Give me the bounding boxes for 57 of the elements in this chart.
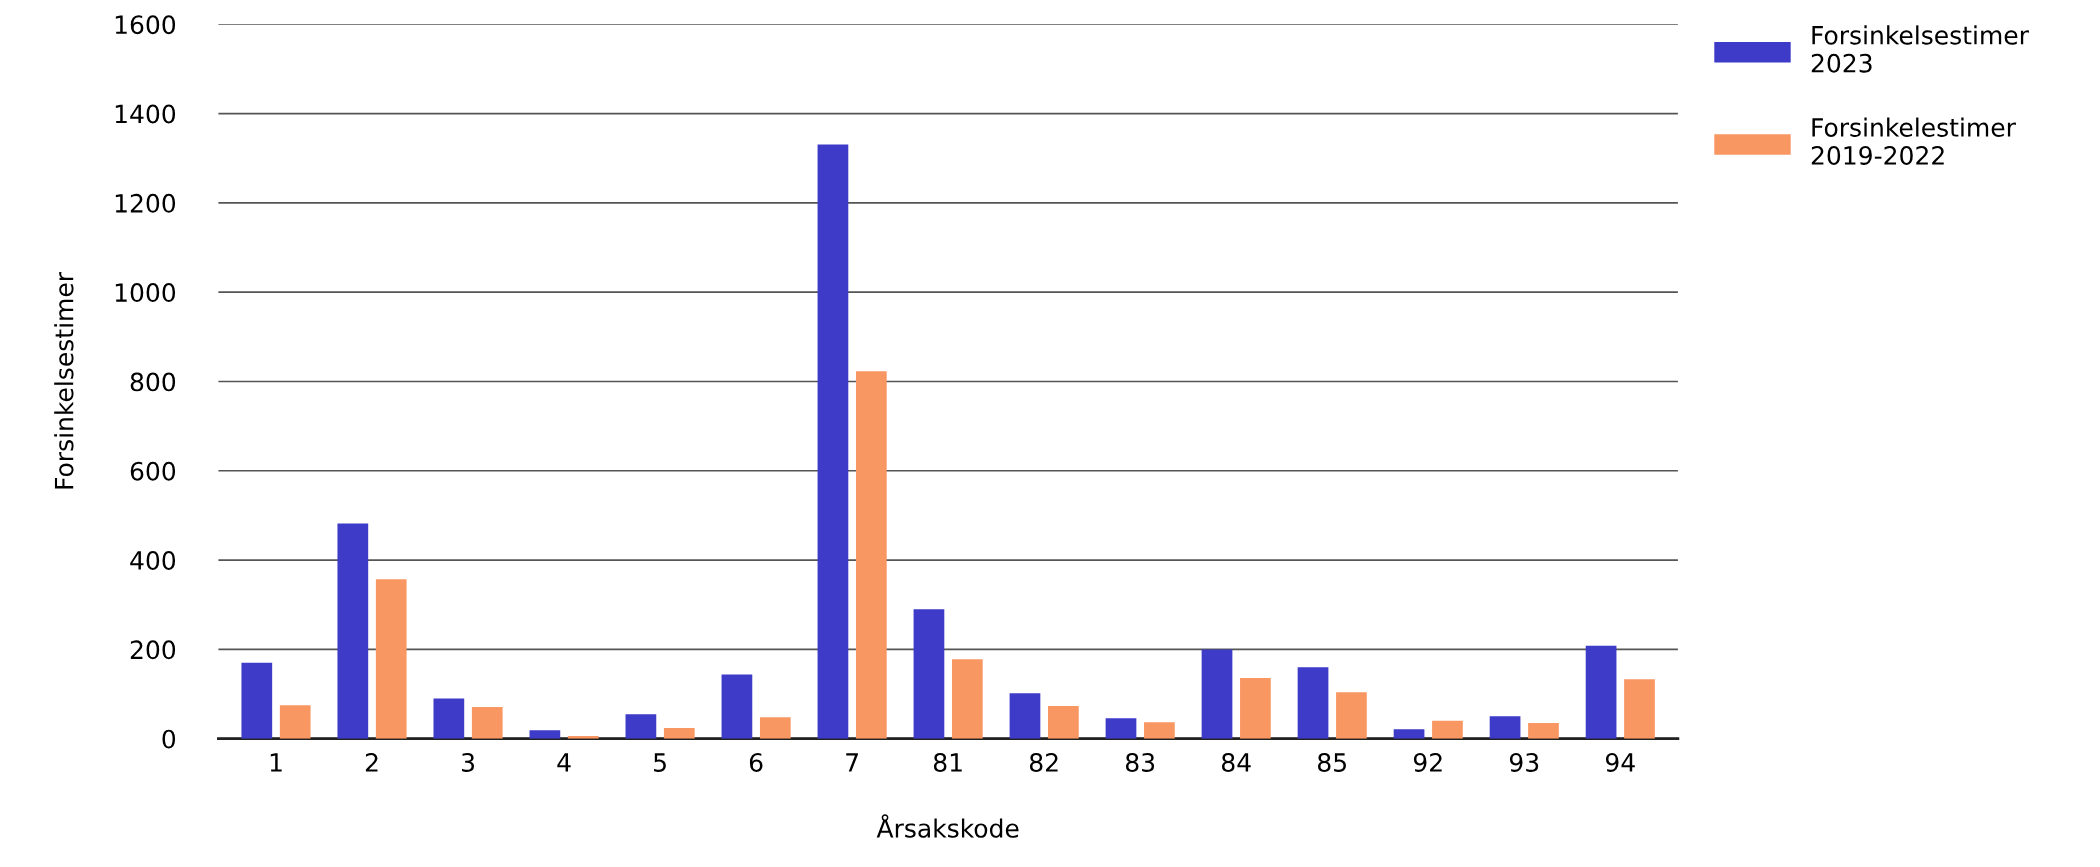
bar xyxy=(1489,716,1521,739)
bar xyxy=(913,609,945,739)
x-tick-label: 5 xyxy=(654,753,666,772)
bar xyxy=(625,714,657,739)
bar xyxy=(1336,692,1367,739)
x-tick-label: 7 xyxy=(846,753,858,772)
bar xyxy=(1432,720,1463,739)
bar xyxy=(1009,693,1041,739)
y-tick-label: 1000 xyxy=(115,283,176,303)
x-tick-label: 1 xyxy=(270,753,282,772)
legend-label: Forsinkelsestimer 2023 xyxy=(1811,25,2029,73)
y-tick-label: 400 xyxy=(130,551,176,570)
bar xyxy=(433,698,465,739)
y-tick-label: 200 xyxy=(130,640,176,660)
bar xyxy=(375,579,407,739)
bar xyxy=(1585,645,1617,739)
bar xyxy=(1528,723,1559,739)
bar xyxy=(1201,649,1233,739)
x-tick-label: 85 xyxy=(1318,753,1346,772)
bar xyxy=(471,706,503,739)
x-tick-label: 84 xyxy=(1222,753,1251,772)
y-tick-label: 1200 xyxy=(115,193,176,213)
x-tick-label: 93 xyxy=(1509,753,1539,772)
bar xyxy=(1048,706,1079,739)
x-tick-label: 3 xyxy=(462,753,474,772)
x-tick-label: 83 xyxy=(1125,753,1155,772)
x-tick-label: 81 xyxy=(933,753,962,772)
x-axis-title: Årsakskode xyxy=(876,814,1019,838)
y-tick-label: 1600 xyxy=(115,15,176,35)
bar xyxy=(663,727,695,739)
bar xyxy=(241,662,273,739)
legend-label: Forsinkelestimer 2019-2022 xyxy=(1811,117,2016,165)
bar xyxy=(279,705,311,739)
bar xyxy=(817,144,849,739)
bar xyxy=(1105,718,1137,739)
x-tick-label: 4 xyxy=(557,753,571,772)
y-tick-label: 1400 xyxy=(115,104,176,124)
bar xyxy=(1144,722,1175,739)
x-tick-label: 94 xyxy=(1605,753,1635,772)
y-axis-title: Forsinkelsestimer xyxy=(54,272,74,489)
bar xyxy=(951,659,983,739)
x-tick-label: 2 xyxy=(365,753,378,772)
y-tick-label: 800 xyxy=(130,372,176,392)
x-tick-label: 82 xyxy=(1029,753,1058,772)
x-tick-label: 92 xyxy=(1413,753,1442,772)
bar xyxy=(721,674,753,739)
y-tick-label: 0 xyxy=(162,729,176,749)
bar xyxy=(1624,679,1655,739)
bar xyxy=(855,371,887,739)
bar xyxy=(337,523,369,739)
bar xyxy=(759,717,791,739)
x-tick-label: 6 xyxy=(749,753,763,772)
bar xyxy=(1240,677,1271,739)
y-tick-label: 600 xyxy=(130,461,176,481)
bar xyxy=(529,730,561,739)
bar xyxy=(1297,667,1329,739)
bar xyxy=(1393,729,1425,739)
